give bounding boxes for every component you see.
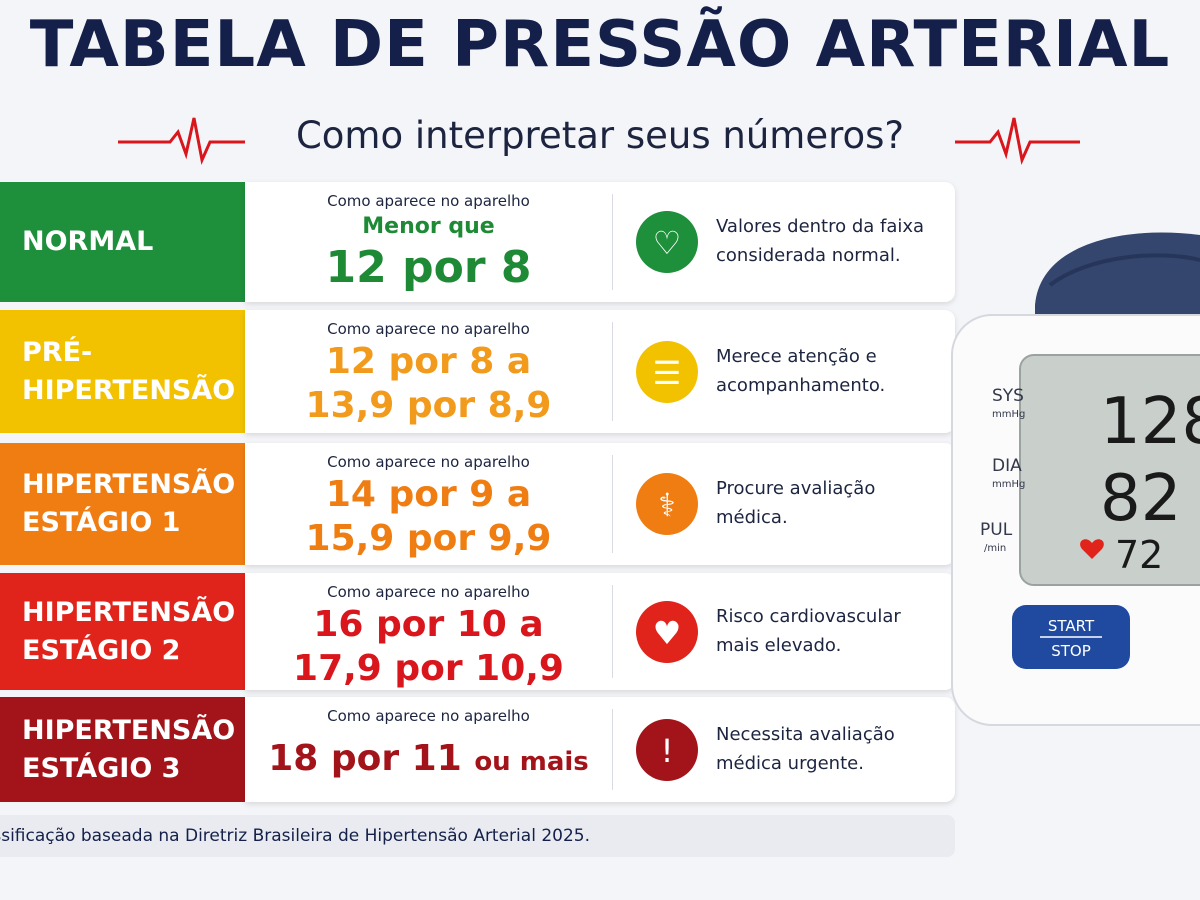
category-text: PRÉ- HIPERTENSÃO: [22, 334, 235, 410]
device-text: DIA: [992, 456, 1022, 476]
description: Procure avaliação médica.: [716, 474, 946, 532]
range-line: Menor que: [362, 214, 495, 239]
category-text: HIPERTENSÃO ESTÁGIO 2: [22, 594, 235, 670]
device-text: PUL: [980, 520, 1013, 540]
icon-circle: [636, 600, 698, 663]
category-text: HIPERTENSÃO ESTÁGIO 1: [22, 466, 235, 542]
category-label: HIPERTENSÃO ESTÁGIO 2: [0, 573, 245, 690]
description-line: Risco cardiovascular: [716, 605, 901, 627]
range-line: 12 por 8: [325, 242, 532, 293]
icon-circle: [636, 340, 698, 403]
icon-glyph: ♥: [653, 614, 682, 652]
description-line: considerada normal.: [716, 245, 901, 266]
icon: ☰: [636, 340, 698, 403]
device-text: mmHg: [992, 479, 1025, 490]
caption: Como aparece no aparelho: [327, 707, 530, 725]
category-line: HIPERTENSÃO: [22, 374, 236, 406]
divider: [612, 322, 613, 421]
title: TABELA DE PRESSÃO ARTERIAL: [29, 8, 1171, 82]
description-line: Procure avaliação: [716, 478, 876, 499]
device-text: mmHg: [992, 409, 1025, 420]
description: Merece atenção e acompanhamento.: [716, 342, 946, 400]
range-part: ou mais: [474, 747, 589, 777]
category-line: PRÉ-: [22, 336, 93, 368]
range: 18 por 11 ou mais: [245, 737, 612, 784]
caption: Como aparece no aparelho: [327, 453, 530, 471]
device-text: 72: [1115, 533, 1163, 577]
category-line: HIPERTENSÃO: [22, 596, 236, 628]
caption: Como aparece no aparelho: [327, 192, 530, 210]
range-line: 14 por 9 a: [325, 474, 532, 515]
description: Risco cardiovascular mais elevado.: [716, 602, 946, 660]
device-text: START: [1048, 617, 1095, 635]
range-part: 18 por 11: [268, 738, 462, 779]
category-line: ESTÁGIO 1: [22, 507, 181, 538]
footer-text: Classificação baseada na Diretriz Brasil…: [0, 826, 590, 846]
range: 14 por 9 a 15,9 por 9,9: [245, 473, 612, 561]
icon-circle: [636, 473, 698, 535]
range-line: 13,9 por 8,9: [305, 385, 552, 426]
description-line: Merece atenção e: [716, 345, 877, 367]
range-line: 16 por 10 a: [313, 604, 544, 645]
category-line: HIPERTENSÃO: [22, 469, 236, 500]
icon: ♥: [636, 600, 698, 663]
heartbeat-decor: [118, 117, 1080, 165]
description-line: acompanhamento.: [716, 374, 886, 396]
icon: ⚕: [636, 473, 698, 535]
icon-circle: [636, 718, 698, 781]
description-line: Valores dentro da faixa: [716, 216, 925, 237]
description-line: médica urgente.: [716, 752, 864, 774]
blood-pressure-monitor: SYS mmHg DIA mmHg PUL/min 1288272 START STOP: [951, 232, 1200, 726]
icon: !: [636, 718, 698, 781]
description-line: Necessita avaliação: [716, 723, 895, 745]
icon-glyph: ☰: [653, 354, 682, 392]
caption: Como aparece no aparelho: [327, 320, 530, 338]
icon-glyph: !: [661, 732, 674, 770]
category-line: HIPERTENSÃO: [22, 714, 236, 746]
range: 12 por 8 a 13,9 por 8,9: [245, 340, 612, 428]
divider: [612, 709, 613, 790]
row-card: Como aparece no aparelho 12 por 8 a 13,9 p…: [245, 310, 955, 433]
category-text: HIPERTENSÃO ESTÁGIO 3: [22, 712, 235, 788]
device-text: 128: [1100, 385, 1200, 459]
row-card: Como aparece no aparelho 14 por 9 a 15,9 p…: [245, 443, 955, 565]
range: 16 por 10 a 17,9 por 10,9: [245, 603, 612, 691]
range-line: 15,9 por 9,9: [305, 518, 552, 559]
icon-glyph: ♡: [653, 224, 682, 262]
divider: [612, 455, 613, 553]
category-label: HIPERTENSÃO ESTÁGIO 3: [0, 697, 245, 802]
icon-glyph: ⚕: [658, 486, 675, 524]
category-line: ESTÁGIO 2: [22, 634, 181, 666]
description-line: mais elevado.: [716, 634, 842, 656]
category-label: NORMAL: [0, 182, 245, 302]
footer: Classificação baseada na Diretriz Brasil…: [0, 815, 955, 857]
device-text: SYS: [992, 386, 1024, 406]
category-line: ESTÁGIO 3: [22, 752, 181, 784]
range-line: 12 por 8 a: [325, 341, 532, 382]
device-text: 82: [1100, 462, 1181, 536]
device-text: /min: [984, 543, 1006, 554]
divider: [612, 585, 613, 678]
device-text: STOP: [1051, 642, 1091, 660]
range-line: 18 por 11 ou mais: [245, 737, 612, 784]
row-card: Como aparece no aparelho 16 por 10 a 17,9 …: [245, 573, 955, 690]
description: Necessita avaliação médica urgente.: [716, 720, 946, 778]
range-line: 17,9 por 10,9: [293, 648, 564, 689]
category-text: NORMAL: [22, 223, 153, 261]
category-line: NORMAL: [22, 226, 154, 257]
caption: Como aparece no aparelho: [327, 583, 530, 601]
category-label: HIPERTENSÃO ESTÁGIO 1: [0, 443, 245, 565]
category-label: PRÉ- HIPERTENSÃO: [0, 310, 245, 433]
row-card: Como aparece no aparelho 18 por 11 ou mai…: [245, 697, 955, 802]
icon-circle: [636, 211, 698, 273]
description-line: médica.: [716, 507, 788, 528]
description: Valores dentro da faixa considerada norma…: [716, 212, 946, 270]
icon: ♡: [636, 211, 698, 273]
range: Menor que 12 por 8: [245, 212, 612, 294]
row-card: Como aparece no aparelho Menor que 12 por …: [245, 182, 955, 302]
subtitle: Como interpretar seus números?: [295, 114, 905, 157]
divider: [612, 194, 613, 290]
